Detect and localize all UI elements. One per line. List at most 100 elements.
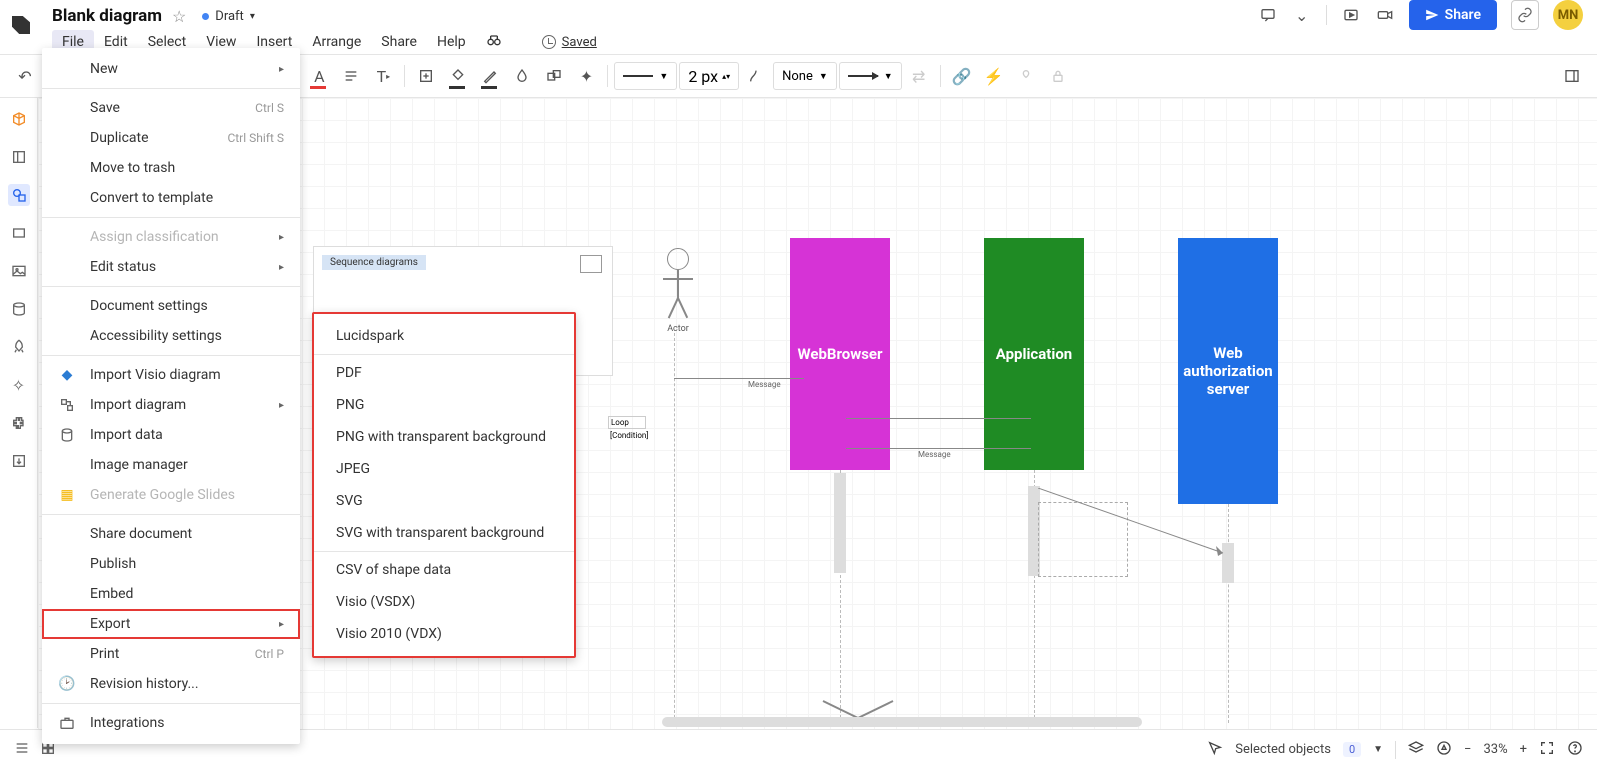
menu-revision[interactable]: 🕑Revision history... <box>42 669 300 699</box>
line-start-dropdown[interactable]: ▼ <box>614 62 677 90</box>
menu-import-visio[interactable]: ◆Import Visio diagram <box>42 360 300 390</box>
menu-arrange[interactable]: Arrange <box>302 30 371 54</box>
fullscreen-icon[interactable] <box>1539 740 1555 760</box>
menu-export[interactable]: Export▸ <box>42 609 300 639</box>
export-png[interactable]: PNG <box>314 389 574 421</box>
export-jpeg[interactable]: JPEG <box>314 453 574 485</box>
menu-integrations[interactable]: Integrations <box>42 708 300 738</box>
fill-color-button[interactable] <box>443 61 473 91</box>
help-icon[interactable] <box>1567 740 1583 760</box>
app-logo[interactable] <box>12 16 30 34</box>
shape-webbrowser[interactable]: WebBrowser <box>790 238 890 470</box>
menu-import-data[interactable]: Import data <box>42 420 300 450</box>
bookmark-button[interactable] <box>1011 61 1041 91</box>
menu-share[interactable]: Share <box>371 30 427 54</box>
menu-share-doc[interactable]: Share document <box>42 519 300 549</box>
draft-status[interactable]: Draft <box>215 9 244 24</box>
actor-figure[interactable]: Actor <box>663 248 693 334</box>
menu-doc-settings[interactable]: Document settings <box>42 291 300 321</box>
comment-icon[interactable] <box>1258 5 1278 25</box>
shape-options-button[interactable] <box>539 61 569 91</box>
selected-caret-icon[interactable]: ▼ <box>1373 744 1383 755</box>
menu-save[interactable]: SaveCtrl S <box>42 93 300 123</box>
export-vdx[interactable]: Visio 2010 (VDX) <box>314 618 574 650</box>
user-avatar[interactable]: MN <box>1553 0 1583 30</box>
share-button[interactable]: Share <box>1409 0 1497 30</box>
menu-edit-status[interactable]: Edit status▸ <box>42 252 300 282</box>
border-color-button[interactable] <box>475 61 505 91</box>
panel-toggle-button[interactable] <box>1557 61 1587 91</box>
export-csv[interactable]: CSV of shape data <box>314 554 574 586</box>
image-icon[interactable] <box>8 260 30 282</box>
activation-bar[interactable] <box>834 473 846 573</box>
saved-status[interactable]: Saved <box>542 35 597 50</box>
menu-help[interactable]: Help <box>427 30 476 54</box>
undo-button[interactable]: ↶ <box>10 61 40 91</box>
zoom-level[interactable]: 33% <box>1483 742 1507 757</box>
action-button[interactable]: ⚡ <box>979 61 1009 91</box>
link-button[interactable]: 🔗 <box>947 61 977 91</box>
video-icon[interactable] <box>1375 5 1395 25</box>
play-icon[interactable] <box>1341 5 1361 25</box>
message-line[interactable] <box>674 378 804 379</box>
zoom-out-button[interactable]: − <box>1464 742 1471 757</box>
message-line[interactable] <box>846 448 1031 449</box>
loop-condition[interactable]: [Condition] <box>608 430 658 441</box>
menu-import-diagram[interactable]: Import diagram▸ <box>42 390 300 420</box>
menu-embed[interactable]: Embed <box>42 579 300 609</box>
export-png-transparent[interactable]: PNG with transparent background <box>314 421 574 453</box>
rectangle-icon[interactable] <box>8 222 30 244</box>
text-options-button[interactable]: T▸ <box>368 61 398 91</box>
cube-icon[interactable] <box>8 108 30 130</box>
copy-link-button[interactable] <box>1511 0 1539 30</box>
star-icon[interactable]: ☆ <box>172 7 186 26</box>
message-line[interactable] <box>846 418 1031 419</box>
shape-insert-button[interactable] <box>411 61 441 91</box>
menu-duplicate[interactable]: DuplicateCtrl Shift S <box>42 123 300 153</box>
export-lucidspark[interactable]: Lucidspark <box>314 320 574 352</box>
pen-icon[interactable] <box>1436 740 1452 760</box>
divider <box>1395 741 1396 759</box>
layers-icon[interactable] <box>1408 740 1424 760</box>
menu-accessibility[interactable]: Accessibility settings <box>42 321 300 351</box>
shape-web-authorization-server[interactable]: Web authorization server <box>1178 238 1278 504</box>
import-icon[interactable] <box>8 450 30 472</box>
binoculars-icon[interactable] <box>476 28 512 56</box>
export-svg-transparent[interactable]: SVG with transparent background <box>314 517 574 549</box>
horizontal-scrollbar[interactable] <box>662 717 1142 727</box>
menu-trash[interactable]: Move to trash <box>42 153 300 183</box>
text-color-button[interactable]: A <box>304 61 334 91</box>
align-button[interactable] <box>336 61 366 91</box>
outline-icon[interactable] <box>14 740 30 760</box>
menu-convert[interactable]: Convert to template <box>42 183 300 213</box>
export-vsdx[interactable]: Visio (VSDX) <box>314 586 574 618</box>
menu-publish[interactable]: Publish <box>42 549 300 579</box>
data-icon[interactable] <box>8 298 30 320</box>
line-end-dropdown[interactable]: ▼ <box>839 62 902 90</box>
panel-icon[interactable] <box>8 146 30 168</box>
menu-new[interactable]: New▸ <box>42 54 300 84</box>
magic-button[interactable]: ✦ <box>571 61 601 91</box>
opacity-button[interactable] <box>507 61 537 91</box>
menu-print[interactable]: PrintCtrl P <box>42 639 300 669</box>
chevron-down-icon[interactable]: ⌄ <box>1292 5 1312 25</box>
export-svg[interactable]: SVG <box>314 485 574 517</box>
line-width-input[interactable]: 2 px▴▾ <box>679 62 739 90</box>
zoom-in-button[interactable]: + <box>1520 742 1527 757</box>
doc-title[interactable]: Blank diagram <box>52 6 162 26</box>
swap-ends-button[interactable]: ⇄ <box>904 61 934 91</box>
lock-button[interactable] <box>1043 61 1073 91</box>
sparkle-icon[interactable]: ✧ <box>8 374 30 396</box>
line-curve-button[interactable] <box>741 61 771 91</box>
line-style-dropdown[interactable]: None▼ <box>773 62 837 90</box>
loop-fragment[interactable]: Loop <box>608 416 646 429</box>
status-caret-icon[interactable]: ▾ <box>250 11 255 22</box>
export-pdf[interactable]: PDF <box>314 357 574 389</box>
shape-application[interactable]: Application <box>984 238 1084 470</box>
shapes-icon[interactable] <box>8 184 30 206</box>
sticky-note-icon[interactable] <box>580 255 602 273</box>
menu-classify: Assign classification▸ <box>42 222 300 252</box>
menu-image-manager[interactable]: Image manager <box>42 450 300 480</box>
plugin-icon[interactable] <box>8 412 30 434</box>
rocket-icon[interactable] <box>8 336 30 358</box>
